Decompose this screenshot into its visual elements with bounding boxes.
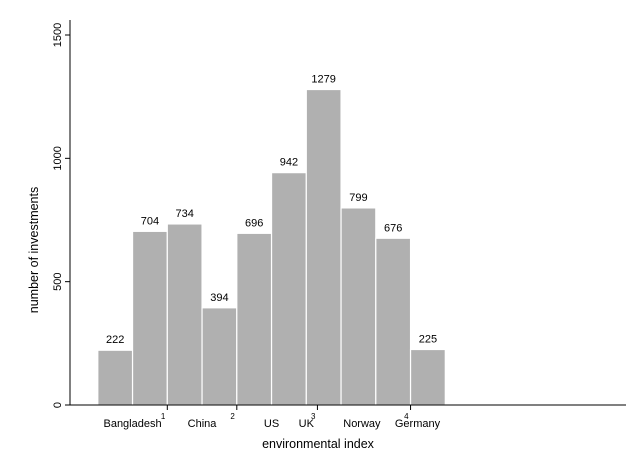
bar-value-labels: 222 704 734 394 696 942 1279 799 676 225: [106, 74, 437, 347]
x-tick-number-label: 4: [404, 412, 409, 421]
histogram-bar-9: [375, 237, 412, 406]
histogram-bar-3: [166, 223, 203, 406]
bar-value-label-9: 676: [384, 222, 402, 234]
x-tick-country-label: UK: [299, 418, 315, 430]
histogram-bar-6: [270, 172, 307, 406]
x-tick-country-label: US: [264, 418, 279, 430]
y-tick-label: 1000: [52, 146, 64, 170]
x-tick-country-label: Germany: [395, 418, 441, 430]
histogram-bar-1: [97, 349, 134, 406]
histogram-bar-7: [305, 88, 342, 406]
x-tick-country-label: Norway: [343, 418, 381, 430]
bar-value-label-2: 704: [141, 215, 159, 227]
x-tick-country-label: China: [188, 418, 218, 430]
histogram-bar-2: [131, 230, 168, 406]
bar-value-label-10: 225: [419, 334, 437, 346]
histogram-bar-8: [340, 207, 377, 406]
x-tick-number-label: 3: [311, 412, 316, 421]
bar-value-label-8: 799: [349, 192, 367, 204]
histogram-bar-4: [201, 307, 238, 406]
y-tick-label: 0: [52, 402, 64, 408]
histogram-bar-5: [236, 232, 273, 406]
y-tick-label: 1500: [52, 23, 64, 47]
x-tick-number-label: 2: [230, 412, 235, 421]
y-tick-label: 500: [52, 272, 64, 290]
x-tick-number-label: 1: [161, 412, 166, 421]
y-axis-ticks: 0 500 1000 1500: [52, 23, 70, 408]
bar-value-label-6: 942: [280, 157, 298, 169]
bar-value-label-5: 696: [245, 217, 263, 229]
bar-value-label-3: 734: [175, 208, 193, 220]
x-axis-title: environmental index: [262, 437, 375, 451]
bar-value-label-1: 222: [106, 334, 124, 346]
bar-value-label-4: 394: [210, 292, 228, 304]
x-tick-country-label: Bangladesh: [103, 418, 161, 430]
bars-group: [97, 88, 446, 406]
bar-value-label-7: 1279: [311, 74, 335, 86]
y-axis-title: number of investments: [27, 187, 41, 313]
histogram-bar-10: [409, 348, 446, 406]
